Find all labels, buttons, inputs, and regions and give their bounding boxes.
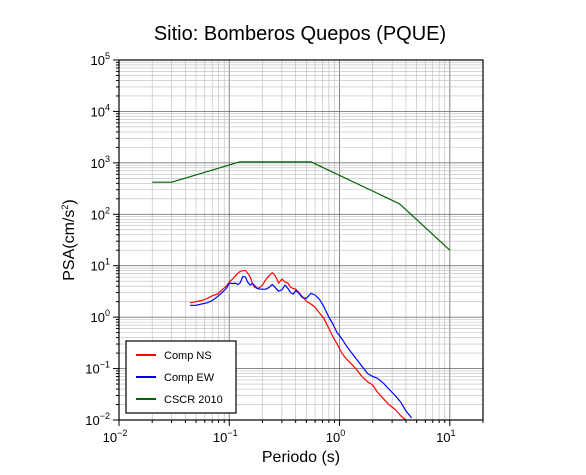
- series-layer: [152, 161, 451, 420]
- y-axis-label: PSA(cm/s2): [60, 199, 78, 280]
- legend-label: CSCR 2010: [164, 394, 223, 406]
- chart-title: Sitio: Bomberos Quepos (PQUE): [154, 23, 446, 45]
- y-tick-label: 101: [91, 257, 110, 274]
- x-tick-label: 100: [326, 428, 345, 445]
- series-line-1: [189, 269, 407, 420]
- legend-label: Comp EW: [164, 372, 215, 384]
- y-tick-labels: 10−2 10−1 100 101 102 103 104 105: [85, 51, 110, 428]
- y-axis-label-sup: 2: [60, 205, 70, 210]
- x-tick-labels: 10−2 10−1 100 101: [103, 428, 456, 445]
- y-axis-label-end: ): [61, 199, 78, 204]
- y-axis-label-main: PSA(cm/s: [61, 210, 78, 281]
- y-tick-label: 10−1: [85, 360, 110, 377]
- y-tick-label: 104: [91, 102, 110, 119]
- x-tick-label: 10−1: [213, 428, 238, 445]
- x-tick-label: 10−2: [103, 428, 128, 445]
- x-axis-label: Periodo (s): [262, 449, 340, 466]
- y-tick-label: 105: [91, 51, 110, 68]
- y-tick-label: 103: [91, 154, 110, 171]
- series-line-2: [190, 275, 413, 419]
- legend: Comp NS Comp EW CSCR 2010: [125, 340, 237, 414]
- plot-frame: [118, 59, 484, 421]
- y-tick-label: 10−2: [85, 411, 110, 428]
- series-line-3: [152, 161, 451, 251]
- legend-label: Comp NS: [164, 350, 212, 362]
- y-tick-label: 102: [91, 205, 110, 222]
- x-tick-label: 101: [436, 428, 455, 445]
- y-tick-label: 100: [91, 308, 110, 325]
